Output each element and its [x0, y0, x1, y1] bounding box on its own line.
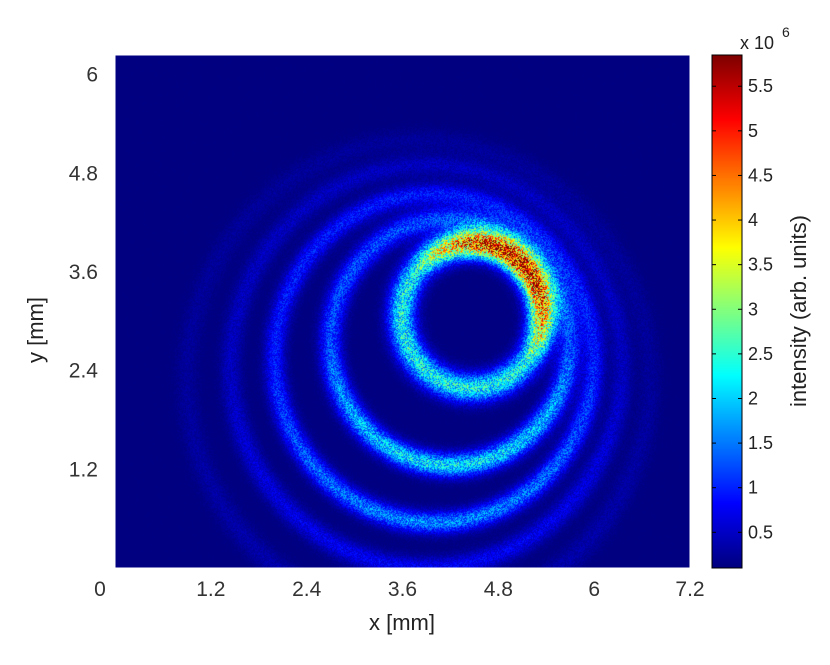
colorbar-ticks: 0.5 1 1.5 2 2.5 3 3.5 4 4.5 5 5.5	[712, 76, 773, 542]
colorbar-tick-label: 3.5	[748, 255, 773, 275]
x-tick-label: 6	[588, 578, 600, 601]
y-tick-label: 1.2	[69, 458, 98, 481]
colorbar-tick-label: 0.5	[748, 522, 773, 542]
colorbar-tick-label: 2.5	[748, 344, 773, 364]
x-tick-label: 7.2	[675, 578, 704, 601]
y-tick-label: 4.8	[69, 162, 98, 185]
plot-area	[114, 54, 691, 569]
colorbar-tick-label: 1	[748, 478, 758, 498]
plot-frame	[114, 54, 691, 569]
x-tick-label: 0	[94, 578, 106, 601]
colorbar-gradient	[712, 55, 742, 568]
colorbar-tick-label: 3	[748, 299, 758, 319]
x-tick-label: 4.8	[484, 578, 513, 601]
colorbar-label: intensity (arb. units)	[786, 215, 811, 407]
colorbar-tick-label: 4.5	[748, 165, 773, 185]
colorbar-canvas	[712, 55, 742, 568]
colorbar-tick-label: 5	[748, 121, 758, 141]
x-axis-ticks: 0 1.2 2.4 3.6 4.8 6 7.2	[94, 578, 704, 601]
colorbar: 0.5 1 1.5 2 2.5 3 3.5 4 4.5 5 5.5 x 10 6 intensity…	[711, 24, 811, 569]
colorbar-tick-label: 5.5	[748, 76, 773, 96]
colorbar-tick-label: 1.5	[748, 433, 773, 453]
colorbar-frame	[711, 54, 743, 569]
x-tick-label: 1.2	[196, 578, 225, 601]
y-axis-ticks: 1.2 2.4 3.6 4.8 6	[69, 64, 99, 482]
y-tick-label: 3.6	[69, 261, 98, 284]
heatmap-canvas	[115, 55, 690, 568]
heatmap-image	[115, 55, 690, 568]
y-axis-label: y [mm]	[23, 297, 48, 363]
y-tick-label: 6	[86, 64, 98, 87]
colorbar-exponent: 6	[782, 24, 790, 40]
x-axis-label: x [mm]	[369, 610, 435, 635]
y-tick-label: 2.4	[69, 360, 99, 383]
colorbar-multiplier: x 10	[740, 33, 774, 53]
svg-text:x 10: x 10	[740, 33, 774, 53]
x-tick-label: 2.4	[292, 578, 322, 601]
colorbar-tick-label: 4	[748, 210, 758, 230]
colorbar-tick-label: 2	[748, 388, 758, 408]
x-tick-label: 3.6	[388, 578, 417, 601]
